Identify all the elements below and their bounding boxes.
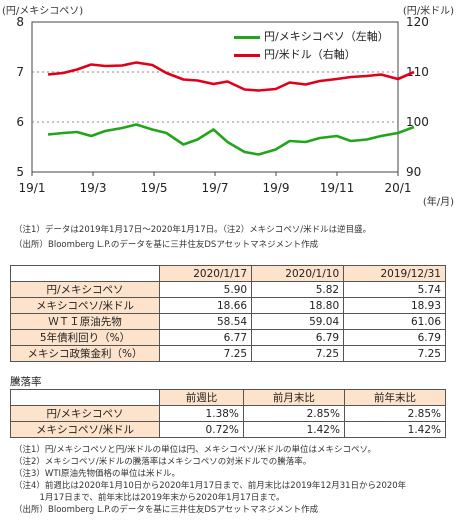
footnote: 1月17日まで、前年末比は2019年末から2020年1月17日まで。: [14, 493, 285, 503]
table-header-row: 2020/1/17 2020/1/10 2019/12/31: [10, 265, 446, 282]
table-row: 5年債利回り（%） 6.77 6.79 6.79: [10, 329, 446, 346]
table-row: メキシコペソ/米ドル 0.72% 1.42% 1.42%: [10, 421, 447, 438]
x-tick-label: 19/9: [263, 181, 290, 195]
x-axis: 19/1 19/3 19/5 19/7 19/9 19/11 20/1: [19, 172, 412, 195]
left-tick-label: 6: [16, 115, 24, 129]
legend-label-mxn: 円/メキシコペソ（左軸）: [264, 30, 389, 43]
table-header-row: 前週比 前月末比 前年末比: [10, 389, 447, 406]
cell: 1.38%: [159, 405, 244, 422]
cell: 61.06: [343, 313, 446, 330]
row-label: 円/メキシコペソ: [10, 281, 160, 298]
left-tick-label: 7: [16, 65, 24, 79]
table-row: メキシコ政策金利（%） 7.25 7.25 7.25: [10, 345, 446, 362]
right-tick-label: 110: [406, 65, 429, 79]
x-tick-label: 19/11: [320, 181, 355, 195]
table-corner: [10, 389, 160, 406]
cell: 1.42%: [242, 421, 345, 438]
chart-note-1: （注1）データは2019年1月17日～2020年1月17日。（注2）メキシコペソ…: [14, 225, 372, 235]
chart-source: （出所）Bloomberg L.P.のデータを基に三井住友DSアセットマネジメン…: [14, 240, 319, 250]
left-axis: 5 6 7 8: [16, 15, 24, 179]
row-label: メキシコペソ/米ドル: [10, 297, 160, 314]
cell: 18.80: [251, 297, 345, 314]
row-label: 5年債利回り（%）: [10, 329, 160, 346]
left-tick-label: 8: [16, 15, 24, 29]
footnotes: （注1）円/メキシコペソと円/米ドルの単位は円、メキシコペソ/米ドルの単位はメキ…: [14, 444, 406, 516]
col-header: 前週比: [159, 389, 244, 406]
cell: 18.66: [158, 297, 253, 314]
cell: 59.04: [251, 313, 345, 330]
x-tick-label: 19/3: [80, 181, 107, 195]
right-tick-label: 90: [406, 165, 421, 179]
cell: 0.72%: [159, 421, 244, 438]
legend-swatch-red: [234, 53, 260, 57]
row-label: 円/メキシコペソ: [10, 405, 160, 422]
change-rate-table: 前週比 前月末比 前年末比 円/メキシコペソ 1.38% 2.85% 2.85%…: [10, 389, 447, 438]
cell: 5.82: [251, 281, 345, 298]
cell: 1.42%: [343, 421, 447, 438]
series-lines: [47, 61, 415, 156]
x-tick-label: 19/1: [19, 181, 46, 195]
table-corner: [10, 265, 160, 282]
market-data-table: 2020/1/17 2020/1/10 2019/12/31 円/メキシコペソ …: [10, 265, 446, 362]
cell: 5.74: [343, 281, 446, 298]
right-tick-label: 100: [406, 115, 429, 129]
series-line-mxn: [47, 123, 415, 156]
cell: 6.79: [251, 329, 345, 346]
right-tick-label: 120: [406, 15, 429, 29]
series-line-usd: [47, 61, 415, 92]
col-header: 2020/1/17: [158, 265, 253, 282]
row-label: メキシコ政策金利（%）: [10, 345, 160, 362]
x-tick-label: 19/5: [141, 181, 168, 195]
footnote: （注2）メキシコペソ/米ドルの騰落率はメキシコペソの対米ドルでの騰落率。: [14, 457, 312, 467]
cell: 58.54: [158, 313, 253, 330]
footnote: （注4）前週比は2020年1月10日から2020年1月17日まで、前月末比は20…: [14, 481, 407, 491]
grid-lines: [32, 71, 398, 123]
cell: 6.77: [158, 329, 253, 346]
table-row: メキシコペソ/米ドル 18.66 18.80 18.93: [10, 297, 446, 314]
plot-frame: [31, 21, 399, 173]
col-header: 2020/1/10: [251, 265, 345, 282]
cell: 7.25: [343, 345, 446, 362]
cell: 18.93: [343, 297, 446, 314]
table-row: ＷＴＩ原油先物 58.54 59.04 61.06: [10, 313, 446, 330]
cell: 5.90: [158, 281, 253, 298]
cell: 6.79: [343, 329, 446, 346]
col-header: 前月末比: [242, 389, 345, 406]
left-axis-unit: (円/メキシコペソ): [2, 6, 84, 17]
footnote: （注1）円/メキシコペソと円/米ドルの単位は円、メキシコペソ/米ドルの単位はメキ…: [14, 445, 376, 455]
row-label: ＷＴＩ原油先物: [10, 313, 160, 330]
col-header: 前年末比: [343, 389, 447, 406]
legend-item-mxn: 円/メキシコペソ（左軸）: [234, 28, 389, 46]
x-tick-label: 19/7: [202, 181, 229, 195]
legend-swatch-green: [234, 35, 260, 39]
change-table-title: 騰落率: [10, 376, 42, 388]
cell: 2.85%: [343, 405, 447, 422]
legend: 円/メキシコペソ（左軸） 円/米ドル（右軸）: [234, 28, 389, 64]
table-row: 円/メキシコペソ 5.90 5.82 5.74: [10, 281, 446, 298]
left-tick-label: 5: [16, 165, 24, 179]
cell: 2.85%: [242, 405, 345, 422]
row-label: メキシコペソ/米ドル: [10, 421, 160, 438]
legend-item-usd: 円/米ドル（右軸）: [234, 46, 389, 64]
cell: 7.25: [158, 345, 253, 362]
x-axis-unit: (年/月): [422, 197, 454, 208]
footnote: （出所）Bloomberg L.P.のデータを基に三井住友DSアセットマネジメン…: [14, 505, 319, 515]
table-row: 円/メキシコペソ 1.38% 2.85% 2.85%: [10, 405, 447, 422]
right-axis-unit: (円/米ドル): [402, 6, 454, 17]
footnote: （注3）WTI原油先物価格の単位は米ドル。: [14, 469, 181, 479]
x-tick-label: 20/1: [385, 181, 412, 195]
col-header: 2019/12/31: [343, 265, 446, 282]
right-axis: 90 100 110 120: [406, 15, 429, 179]
legend-label-usd: 円/米ドル（右軸）: [264, 48, 356, 61]
cell: 7.25: [251, 345, 345, 362]
